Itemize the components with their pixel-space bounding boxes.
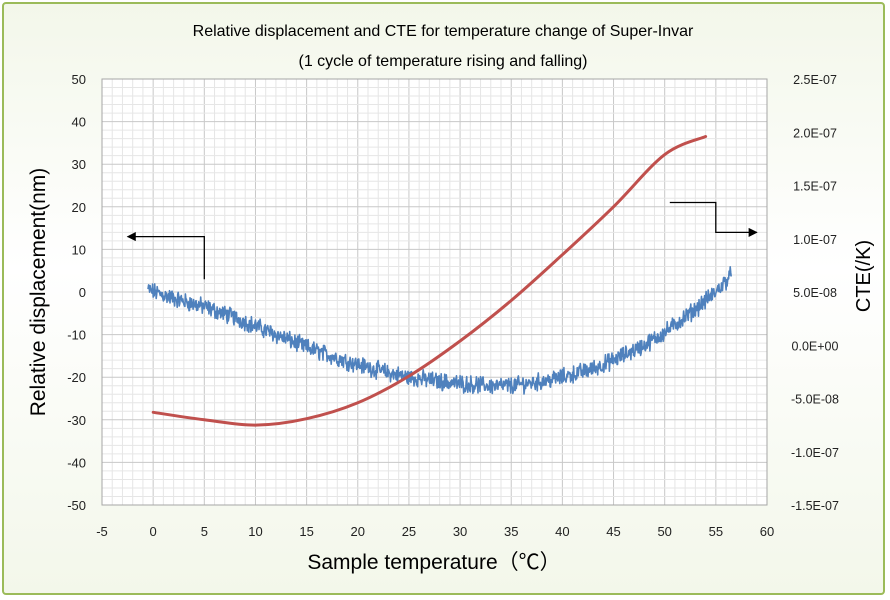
x-tick-label: 25 <box>402 524 416 539</box>
y-tick-label: 30 <box>72 157 86 172</box>
y2-tick-label: 1.0E-07 <box>793 233 837 247</box>
x-tick-label: 55 <box>709 524 723 539</box>
y2-tick-label: -1.0E-07 <box>791 446 839 460</box>
y2-tick-label: 1.5E-07 <box>793 180 837 194</box>
y-tick-label: -30 <box>67 413 86 428</box>
x-tick-label: -5 <box>96 524 108 539</box>
left-axis-arrow <box>126 232 205 280</box>
tick-labels: -5 0 5 10 15 20 25 30 35 40 45 50 55 6050403020100-10… <box>67 72 839 539</box>
right-axis-arrow <box>669 201 758 237</box>
y-tick-label: -20 <box>67 370 86 385</box>
x-tick-label: 0 <box>150 524 157 539</box>
y2-tick-label: 5.0E-08 <box>793 286 837 300</box>
y-tick-label: -10 <box>67 328 86 343</box>
x-tick-label: 15 <box>299 524 313 539</box>
y-tick-label: 10 <box>72 242 86 257</box>
y-tick-label: 20 <box>72 200 86 215</box>
series-line-displacement <box>147 265 732 395</box>
annotations-group <box>126 201 758 280</box>
y-axis-title: Relative displacement(nm) <box>27 168 50 417</box>
chart-title: Relative displacement and CTE for temper… <box>193 23 694 40</box>
y-tick-label: -40 <box>67 455 86 470</box>
y2-tick-label: 0.0E+00 <box>792 339 839 353</box>
series-group <box>147 135 732 427</box>
y-tick-label: 40 <box>72 115 86 130</box>
x-tick-label: 30 <box>453 524 467 539</box>
y2-tick-label: 2.5E-07 <box>793 73 837 87</box>
x-axis-title: Sample temperature（℃） <box>307 551 560 574</box>
x-tick-label: 35 <box>504 524 518 539</box>
y2-tick-label: -5.0E-08 <box>791 393 839 407</box>
chart-subtitle: (1 cycle of temperature rising and falli… <box>298 53 587 70</box>
x-tick-label: 10 <box>248 524 262 539</box>
y-tick-label: 50 <box>72 72 86 87</box>
y2-tick-label: 2.0E-07 <box>793 126 837 140</box>
plot-border <box>101 78 768 506</box>
y-tick-label: -50 <box>67 498 86 513</box>
y-tick-label: 0 <box>79 285 86 300</box>
y2-tick-label: -1.5E-07 <box>791 499 839 513</box>
x-tick-label: 5 <box>201 524 208 539</box>
x-tick-label: 40 <box>555 524 569 539</box>
x-tick-label: 50 <box>657 524 671 539</box>
x-tick-label: 20 <box>351 524 365 539</box>
x-tick-label: 45 <box>606 524 620 539</box>
x-tick-label: 60 <box>760 524 774 539</box>
series-line-cte <box>151 135 708 427</box>
y2-axis-title: CTE(/K) <box>853 240 875 312</box>
